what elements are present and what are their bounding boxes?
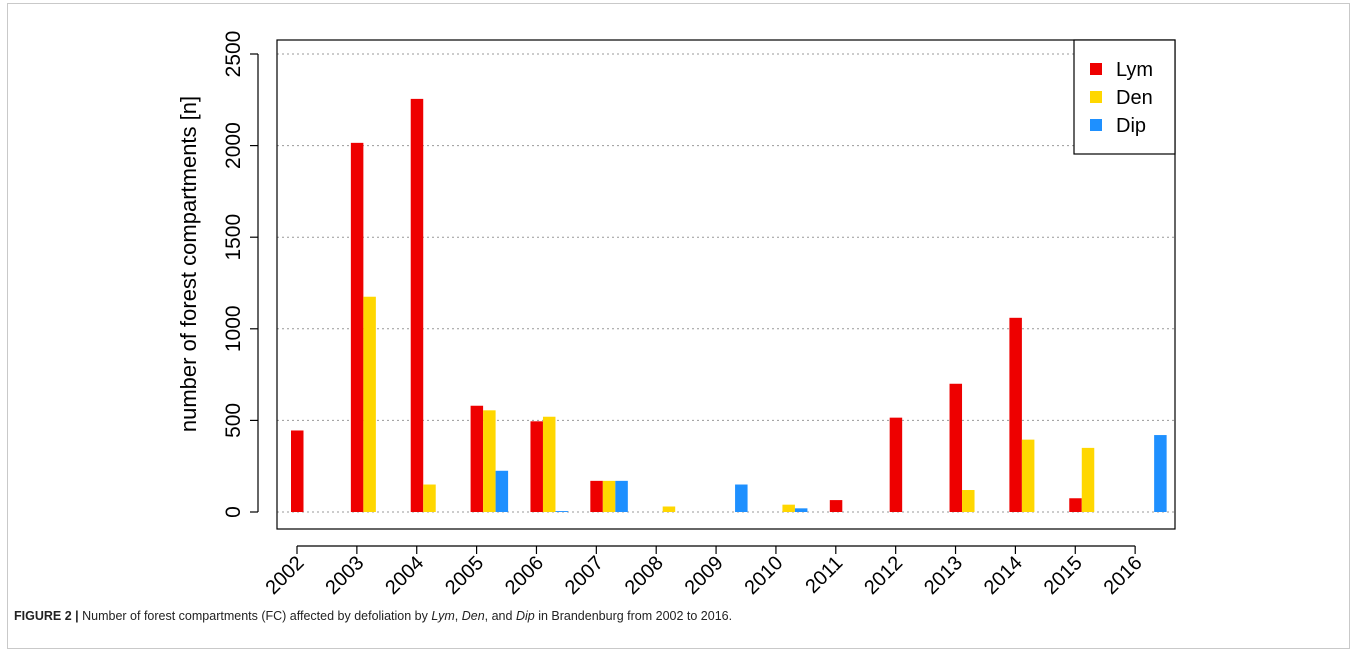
bar-den-2006 xyxy=(542,416,556,512)
figure-frame xyxy=(7,3,1350,649)
bar-lym-2006 xyxy=(530,421,543,512)
x-tick-label: 2015 xyxy=(1040,552,1087,599)
caption-lym: Lym xyxy=(431,609,455,623)
y-axis-label: number of forest compartments [n] xyxy=(176,96,201,432)
bar-den-2013 xyxy=(962,490,975,512)
bar-dip-2010 xyxy=(794,508,808,512)
caption-den: Den xyxy=(461,609,485,623)
x-tick-label: 2002 xyxy=(262,552,309,599)
legend: Lym Den Dip xyxy=(1073,39,1176,155)
caption-sep: , xyxy=(454,609,459,623)
y-tick-label: 2500 xyxy=(222,31,245,78)
bar-lym-2015 xyxy=(1069,498,1082,512)
bars xyxy=(291,98,1167,513)
bar-lym-2004 xyxy=(410,98,424,512)
bar-lym-2002 xyxy=(291,430,304,512)
bar-dip-2006 xyxy=(555,511,568,512)
bar-dip-2005 xyxy=(495,470,509,512)
y-tick-label: 1000 xyxy=(222,305,245,352)
bar-lym-2013 xyxy=(949,383,963,512)
bar-den-2008 xyxy=(662,506,676,512)
bar-lym-2012 xyxy=(889,417,903,512)
y-tick-label: 500 xyxy=(222,403,245,438)
x-tick-label: 2007 xyxy=(561,552,608,599)
bar-den-2005 xyxy=(483,410,496,512)
caption-text: Number of forest compartments (FC) affec… xyxy=(82,609,428,623)
y-tick-label: 1500 xyxy=(222,214,245,261)
figure-caption: FIGURE 2 | Number of forest compartments… xyxy=(14,609,732,623)
legend-swatch-lym xyxy=(1090,63,1102,75)
bar-lym-2011 xyxy=(829,500,843,512)
x-tick-label: 2008 xyxy=(621,552,668,599)
bar-den-2010 xyxy=(782,504,795,512)
caption-dip: Dip xyxy=(515,609,535,623)
bar-dip-2016 xyxy=(1154,435,1167,512)
bar-dip-2007 xyxy=(615,480,628,512)
x-tick-label: 2012 xyxy=(860,552,907,599)
x-tick-label: 2004 xyxy=(381,552,428,599)
x-tick-label: 2006 xyxy=(501,552,548,599)
caption-label: FIGURE 2 | xyxy=(14,609,79,623)
x-tick-label: 2005 xyxy=(441,552,488,599)
bar-den-2003 xyxy=(363,296,376,512)
x-tick-label: 2003 xyxy=(321,552,368,599)
bar-lym-2003 xyxy=(350,142,364,513)
x-tick-label: 2010 xyxy=(740,552,787,599)
bar-lym-2014 xyxy=(1009,317,1022,512)
legend-swatch-den xyxy=(1090,91,1102,103)
bar-den-2014 xyxy=(1021,439,1035,512)
bar-lym-2007 xyxy=(590,480,603,512)
y-tick-label: 0 xyxy=(222,506,245,518)
x-tick-label: 2011 xyxy=(801,552,847,598)
bar-den-2004 xyxy=(423,484,436,512)
y-axis: 0 500 1000 1500 2000 2500 xyxy=(222,31,259,518)
legend-swatch-dip xyxy=(1090,119,1102,131)
bar-dip-2009 xyxy=(735,484,748,512)
legend-label-den: Den xyxy=(1116,87,1153,109)
x-tick-label: 2016 xyxy=(1100,552,1147,599)
bar-den-2015 xyxy=(1081,447,1095,512)
caption-end: in Brandenburg from 2002 to 2016. xyxy=(538,609,733,623)
x-tick-label: 2014 xyxy=(980,552,1027,599)
bar-lym-2005 xyxy=(470,405,484,512)
legend-label-lym: Lym xyxy=(1116,59,1153,81)
bar-den-2007 xyxy=(602,480,616,512)
x-axis: 2002 2003 2004 2005 2006 2007 2008 2009 2010 2011… xyxy=(262,545,1147,599)
x-tick-label: 2013 xyxy=(920,552,967,599)
caption-sep: , and xyxy=(484,609,513,623)
legend-label-dip: Dip xyxy=(1116,115,1146,137)
plot-area xyxy=(276,39,1176,530)
x-tick-label: 2009 xyxy=(681,552,728,599)
y-tick-label: 2000 xyxy=(222,122,245,169)
